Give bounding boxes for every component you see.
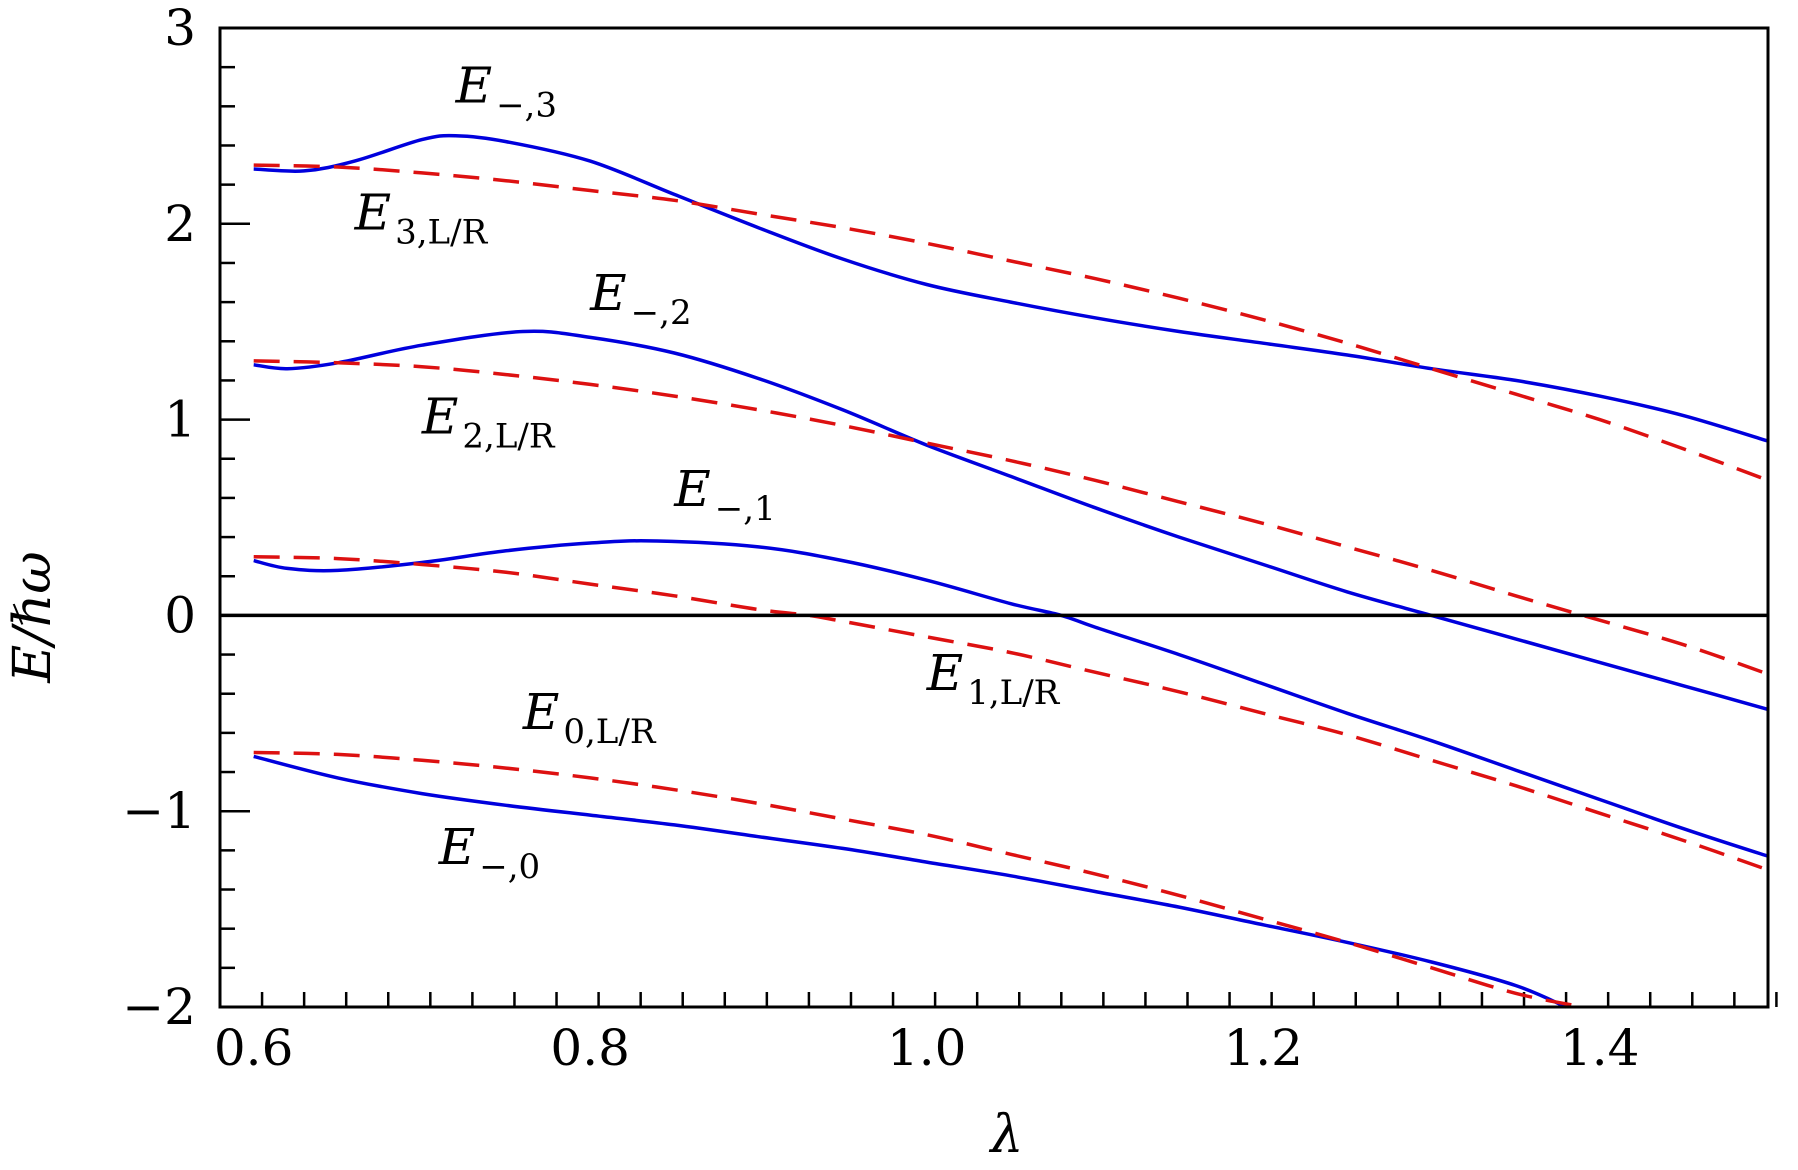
x-tick-label: 1.2 [1223, 1019, 1303, 1077]
series-line E_{0,L/R} [253, 750, 1584, 1009]
x-tick-label: 0.6 [214, 1019, 294, 1077]
curve-label: E −,1 [673, 460, 775, 529]
x-tick-label: 1.0 [887, 1019, 967, 1077]
y-axis-title: E/ℏω [3, 551, 63, 683]
series-line E_{-,3} [253, 133, 1769, 443]
curve-label: E 0,L/R [522, 683, 657, 752]
curve-label-main: E [438, 818, 476, 876]
curve-label-sub: 2,L/R [462, 416, 555, 456]
curve-label: E 1,L/R [926, 644, 1061, 713]
curve-label-main: E [673, 460, 711, 518]
curve-label-main: E [589, 264, 627, 322]
y-tick-label: 1 [164, 391, 196, 449]
curve-label-main: E [522, 683, 560, 741]
x-axis-title: λ [989, 1105, 1024, 1165]
curve-label-main: E [455, 56, 493, 114]
curve-label-sub: −,1 [715, 489, 776, 529]
curve-label-main: E [421, 387, 459, 445]
series-line E_{-,1} [253, 539, 1769, 858]
x-tick-label: 1.4 [1560, 1019, 1640, 1077]
curve-label-sub: 1,L/R [967, 673, 1060, 713]
curve-label-sub: −,2 [631, 293, 692, 333]
curve-label: E −,2 [589, 264, 691, 333]
y-tick-label: 3 [164, 0, 196, 57]
curve-label-sub: −,3 [496, 85, 557, 125]
y-tick-label: 0 [164, 586, 196, 644]
curve-label: E 3,L/R [354, 184, 489, 253]
curve-label-main: E [926, 644, 964, 702]
series-line E_{2,L/R} [253, 359, 1769, 676]
x-tick-label: 0.8 [550, 1019, 630, 1077]
curve-label-main: E [354, 184, 392, 242]
y-tick-label: 2 [164, 195, 196, 253]
y-tick-label: −1 [122, 782, 196, 840]
curve-label-sub: 3,L/R [395, 213, 488, 253]
curve-label: E −,0 [438, 818, 540, 887]
series-group [253, 133, 1769, 1009]
y-tick-label: −2 [122, 978, 196, 1036]
series-line E_{-,2} [253, 329, 1769, 712]
series-line E_{-,0} [253, 754, 1567, 1009]
tick-labels: 0.6 0.8 1.0 1.2 1.4 −2 −1 0 1 2 3 [122, 0, 1639, 1077]
series-line E_{1,L/R} [253, 554, 1769, 872]
curve-label-sub: −,0 [479, 847, 540, 887]
curve-annotations: E −,3E 3,L/RE −,2E 2,L/RE −,1E 1,L/RE 0,L/RE −,0 [354, 56, 1061, 887]
plot-frame [218, 26, 1770, 1009]
curve-label-sub: 0,L/R [563, 712, 656, 752]
curve-label: E 2,L/R [421, 387, 556, 456]
series-line E_{3,L/R} [253, 163, 1769, 482]
curve-label: E −,3 [455, 56, 557, 125]
